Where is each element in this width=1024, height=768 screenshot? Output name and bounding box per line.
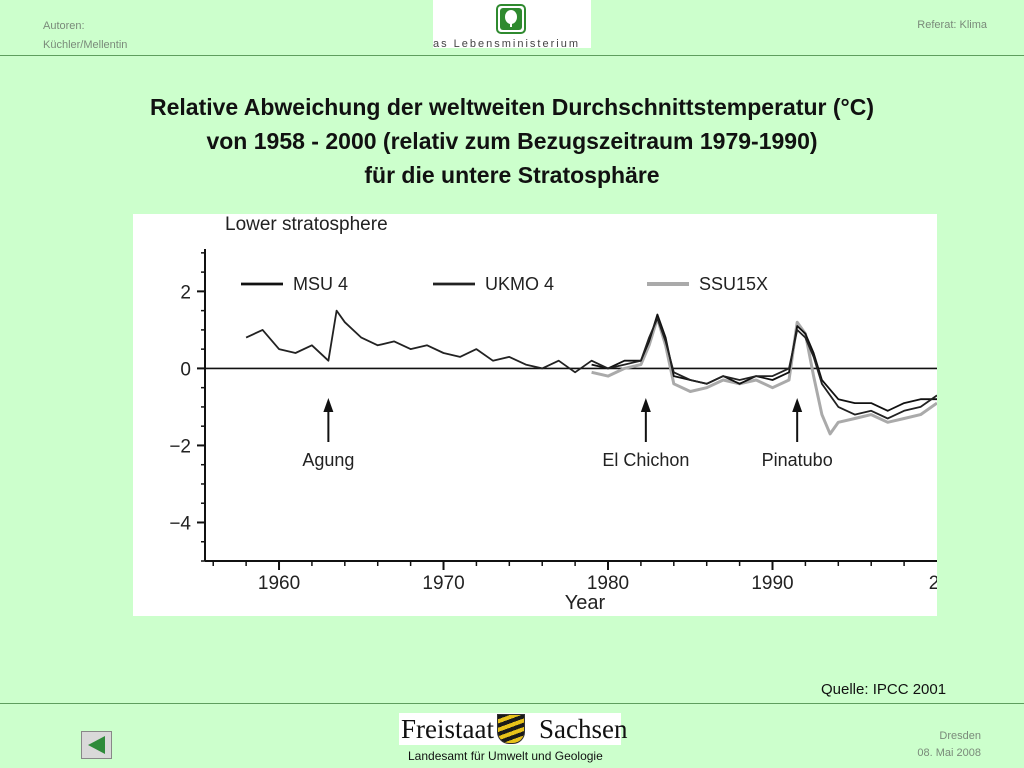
header-authors: Autoren: Küchler/Mellentin xyxy=(43,17,127,55)
footer-meta: Dresden 08. Mai 2008 xyxy=(917,728,981,762)
x-tick-label: 1990 xyxy=(751,573,793,594)
authors-names: Küchler/Mellentin xyxy=(43,39,128,51)
y-tick-label: 0 xyxy=(180,359,191,380)
leaf-icon xyxy=(496,4,526,34)
coat-of-arms-icon xyxy=(497,714,525,744)
title-line-3: für die untere Stratosphäre xyxy=(364,162,660,188)
y-tick-label: 2 xyxy=(180,282,191,303)
legend-label: MSU 4 xyxy=(293,274,348,294)
slide-title: Relative Abweichung der weltweiten Durch… xyxy=(40,90,984,192)
title-line-1: Relative Abweichung der weltweiten Durch… xyxy=(149,94,875,120)
y-tick-label: −4 xyxy=(169,513,191,534)
header-topic: Referat: Klima xyxy=(917,19,987,31)
chart-title: Lower stratosphere xyxy=(225,214,388,235)
back-button[interactable] xyxy=(81,731,112,759)
footer-divider xyxy=(0,703,1024,704)
ministry-logo: as Lebensministerium xyxy=(433,0,591,48)
annotation-arrowhead xyxy=(640,398,651,412)
title-line-2: von 1958 - 2000 (relativ zum Bezugszeitr… xyxy=(206,128,818,154)
y-tick-label: −2 xyxy=(169,436,191,457)
x-tick-label: 1960 xyxy=(258,573,300,594)
x-tick-label: 1980 xyxy=(587,573,629,594)
annotation-arrowhead xyxy=(323,398,334,412)
legend-label: SSU15X xyxy=(699,274,768,294)
temperature-chart: Lower stratosphere −4 −2 0 2 1960 1970 1980 1990… xyxy=(169,214,939,614)
chart-panel: Lower stratosphere −4 −2 0 2 1960 1970 1980 1990… xyxy=(133,214,939,616)
annotation-label: Agung xyxy=(302,450,354,470)
x-tick-label: 1970 xyxy=(422,573,464,594)
logo-word-left: Freistaat xyxy=(401,714,494,744)
authors-label: Autoren: xyxy=(43,20,85,32)
legend-label: UKMO 4 xyxy=(485,274,554,294)
ministry-logo-text: as Lebensministerium xyxy=(433,38,580,48)
source-citation: Quelle: IPCC 2001 xyxy=(821,681,947,698)
saxony-logo: Freistaat Sachsen xyxy=(399,713,627,745)
annotation-label: Pinatubo xyxy=(762,450,833,470)
back-arrow-icon xyxy=(88,736,105,754)
annotation-label: El Chichon xyxy=(602,450,689,470)
x-axis-label: Year xyxy=(565,592,606,614)
agency-name: Landesamt für Umwelt und Geologie xyxy=(408,749,603,763)
series-line-msu-4 xyxy=(591,313,937,412)
footer-location: Dresden xyxy=(939,730,981,742)
logo-word-right: Sachsen xyxy=(539,714,628,744)
series-line-ssu15x xyxy=(591,316,938,436)
header-divider xyxy=(0,55,1024,56)
footer-date: 08. Mai 2008 xyxy=(917,747,981,759)
annotation-arrowhead xyxy=(792,398,803,412)
series-line-ukmo-4 xyxy=(245,309,938,420)
x-tick-label: 2 xyxy=(929,573,937,594)
